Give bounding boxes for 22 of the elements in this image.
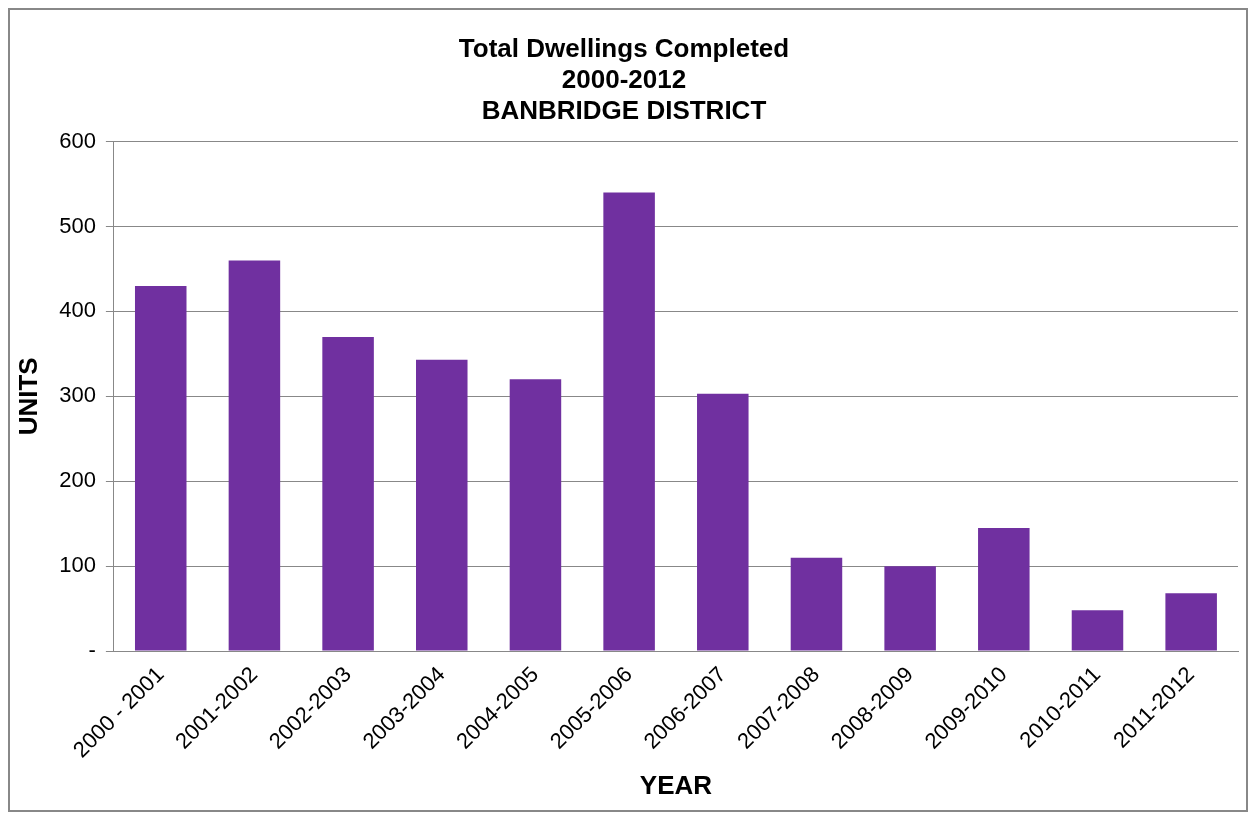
x-axis-title: YEAR xyxy=(639,769,713,800)
bar xyxy=(790,557,843,651)
bar xyxy=(509,379,562,651)
bar xyxy=(322,336,374,651)
bar xyxy=(1071,610,1124,651)
bar xyxy=(978,527,1030,651)
bar xyxy=(416,359,468,651)
y-tick-label: 400 xyxy=(59,297,96,323)
y-tick-label: 600 xyxy=(59,127,96,153)
y-tick-label: 100 xyxy=(59,552,96,578)
y-tick-label: - xyxy=(88,637,96,663)
y-tick-label: 500 xyxy=(59,212,96,238)
bar xyxy=(603,192,655,651)
bar xyxy=(884,566,936,651)
bar xyxy=(134,285,187,651)
bar xyxy=(697,393,749,651)
bar xyxy=(1165,593,1217,651)
chart-title: Total Dwellings Completed 2000-2012 BANBRIDGE DISTRICT xyxy=(458,32,790,126)
y-tick-label: 300 xyxy=(59,382,96,408)
y-tick-label: 200 xyxy=(59,467,96,493)
y-axis-title: UNITS xyxy=(12,357,43,436)
bar xyxy=(228,260,281,651)
